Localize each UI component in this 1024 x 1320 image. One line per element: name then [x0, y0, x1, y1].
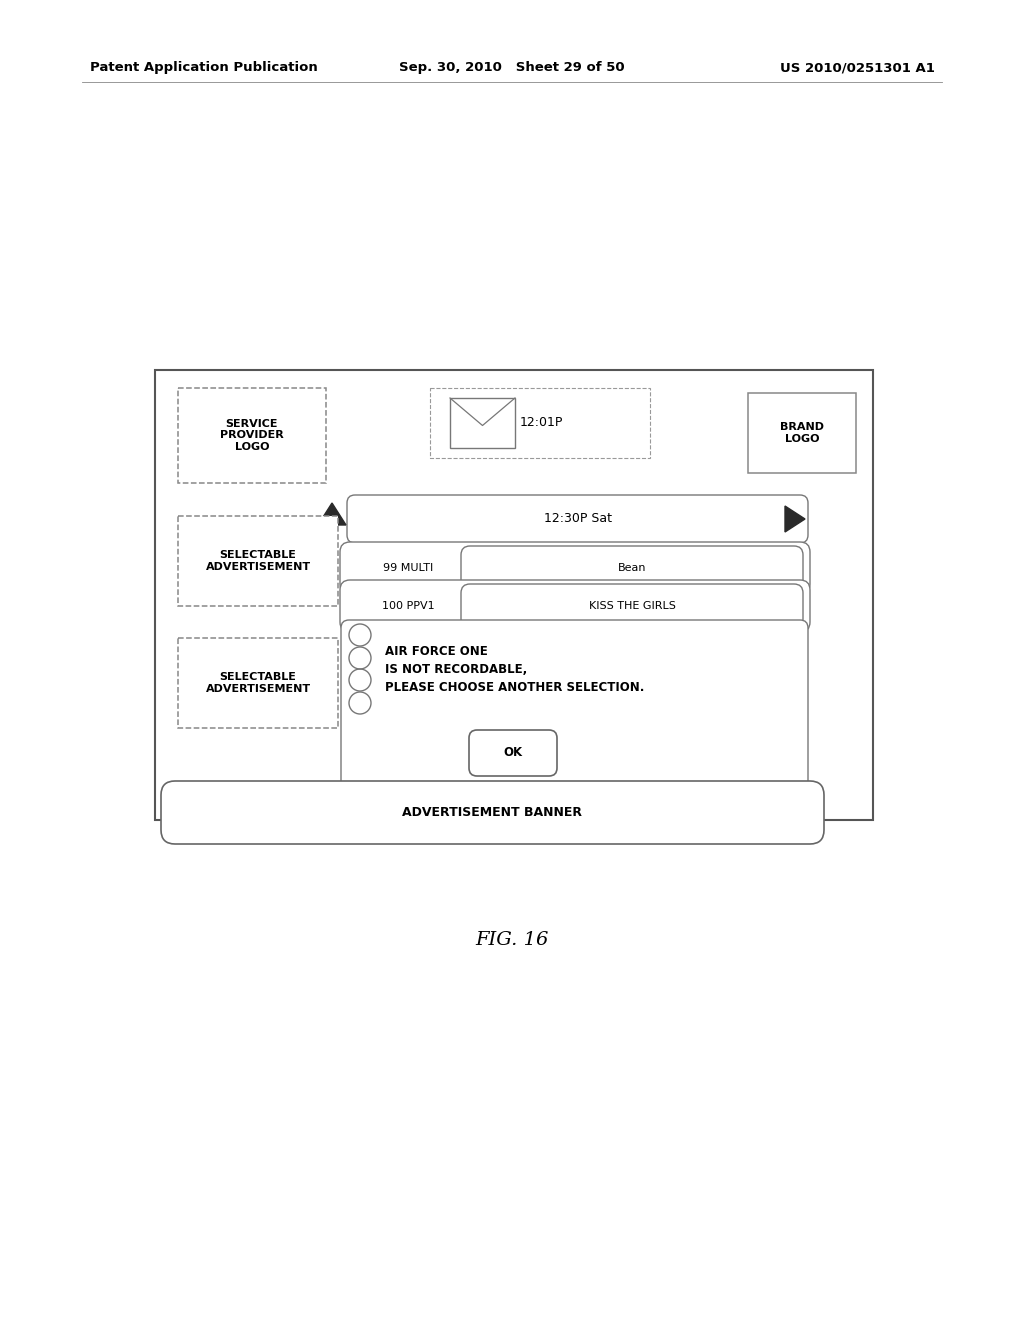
Text: US 2010/0251301 A1: US 2010/0251301 A1	[780, 62, 935, 74]
FancyBboxPatch shape	[430, 388, 650, 458]
FancyBboxPatch shape	[178, 388, 326, 483]
FancyBboxPatch shape	[178, 516, 338, 606]
FancyBboxPatch shape	[461, 583, 803, 628]
Polygon shape	[785, 506, 805, 532]
Polygon shape	[318, 503, 346, 525]
FancyBboxPatch shape	[161, 781, 824, 843]
Text: AIR FORCE ONE
IS NOT RECORDABLE,
PLEASE CHOOSE ANOTHER SELECTION.: AIR FORCE ONE IS NOT RECORDABLE, PLEASE …	[385, 645, 644, 694]
FancyBboxPatch shape	[340, 579, 810, 632]
FancyBboxPatch shape	[461, 546, 803, 590]
Text: Sep. 30, 2010   Sheet 29 of 50: Sep. 30, 2010 Sheet 29 of 50	[399, 62, 625, 74]
Polygon shape	[396, 816, 424, 838]
FancyBboxPatch shape	[450, 399, 515, 447]
Text: FIG. 16: FIG. 16	[475, 931, 549, 949]
Text: 12:30P Sat: 12:30P Sat	[544, 512, 611, 525]
Text: 12:01P: 12:01P	[520, 417, 563, 429]
Text: SELECTABLE
ADVERTISEMENT: SELECTABLE ADVERTISEMENT	[206, 550, 310, 572]
Text: SELECTABLE
ADVERTISEMENT: SELECTABLE ADVERTISEMENT	[206, 672, 310, 694]
FancyBboxPatch shape	[748, 393, 856, 473]
FancyBboxPatch shape	[469, 730, 557, 776]
Text: SERVICE
PROVIDER
LOGO: SERVICE PROVIDER LOGO	[220, 418, 284, 451]
Text: BRAND
LOGO: BRAND LOGO	[780, 422, 824, 444]
FancyBboxPatch shape	[347, 495, 808, 543]
FancyBboxPatch shape	[340, 543, 810, 594]
FancyBboxPatch shape	[155, 370, 873, 820]
Text: Patent Application Publication: Patent Application Publication	[90, 62, 317, 74]
FancyBboxPatch shape	[178, 638, 338, 729]
Text: ADVERTISEMENT BANNER: ADVERTISEMENT BANNER	[402, 807, 583, 818]
Text: OK: OK	[504, 747, 522, 759]
Text: Bean: Bean	[617, 564, 646, 573]
Text: KISS THE GIRLS: KISS THE GIRLS	[589, 601, 676, 611]
Text: 99 MULTI: 99 MULTI	[383, 564, 433, 573]
Text: 100 PPV1: 100 PPV1	[382, 601, 434, 611]
FancyBboxPatch shape	[341, 620, 808, 791]
